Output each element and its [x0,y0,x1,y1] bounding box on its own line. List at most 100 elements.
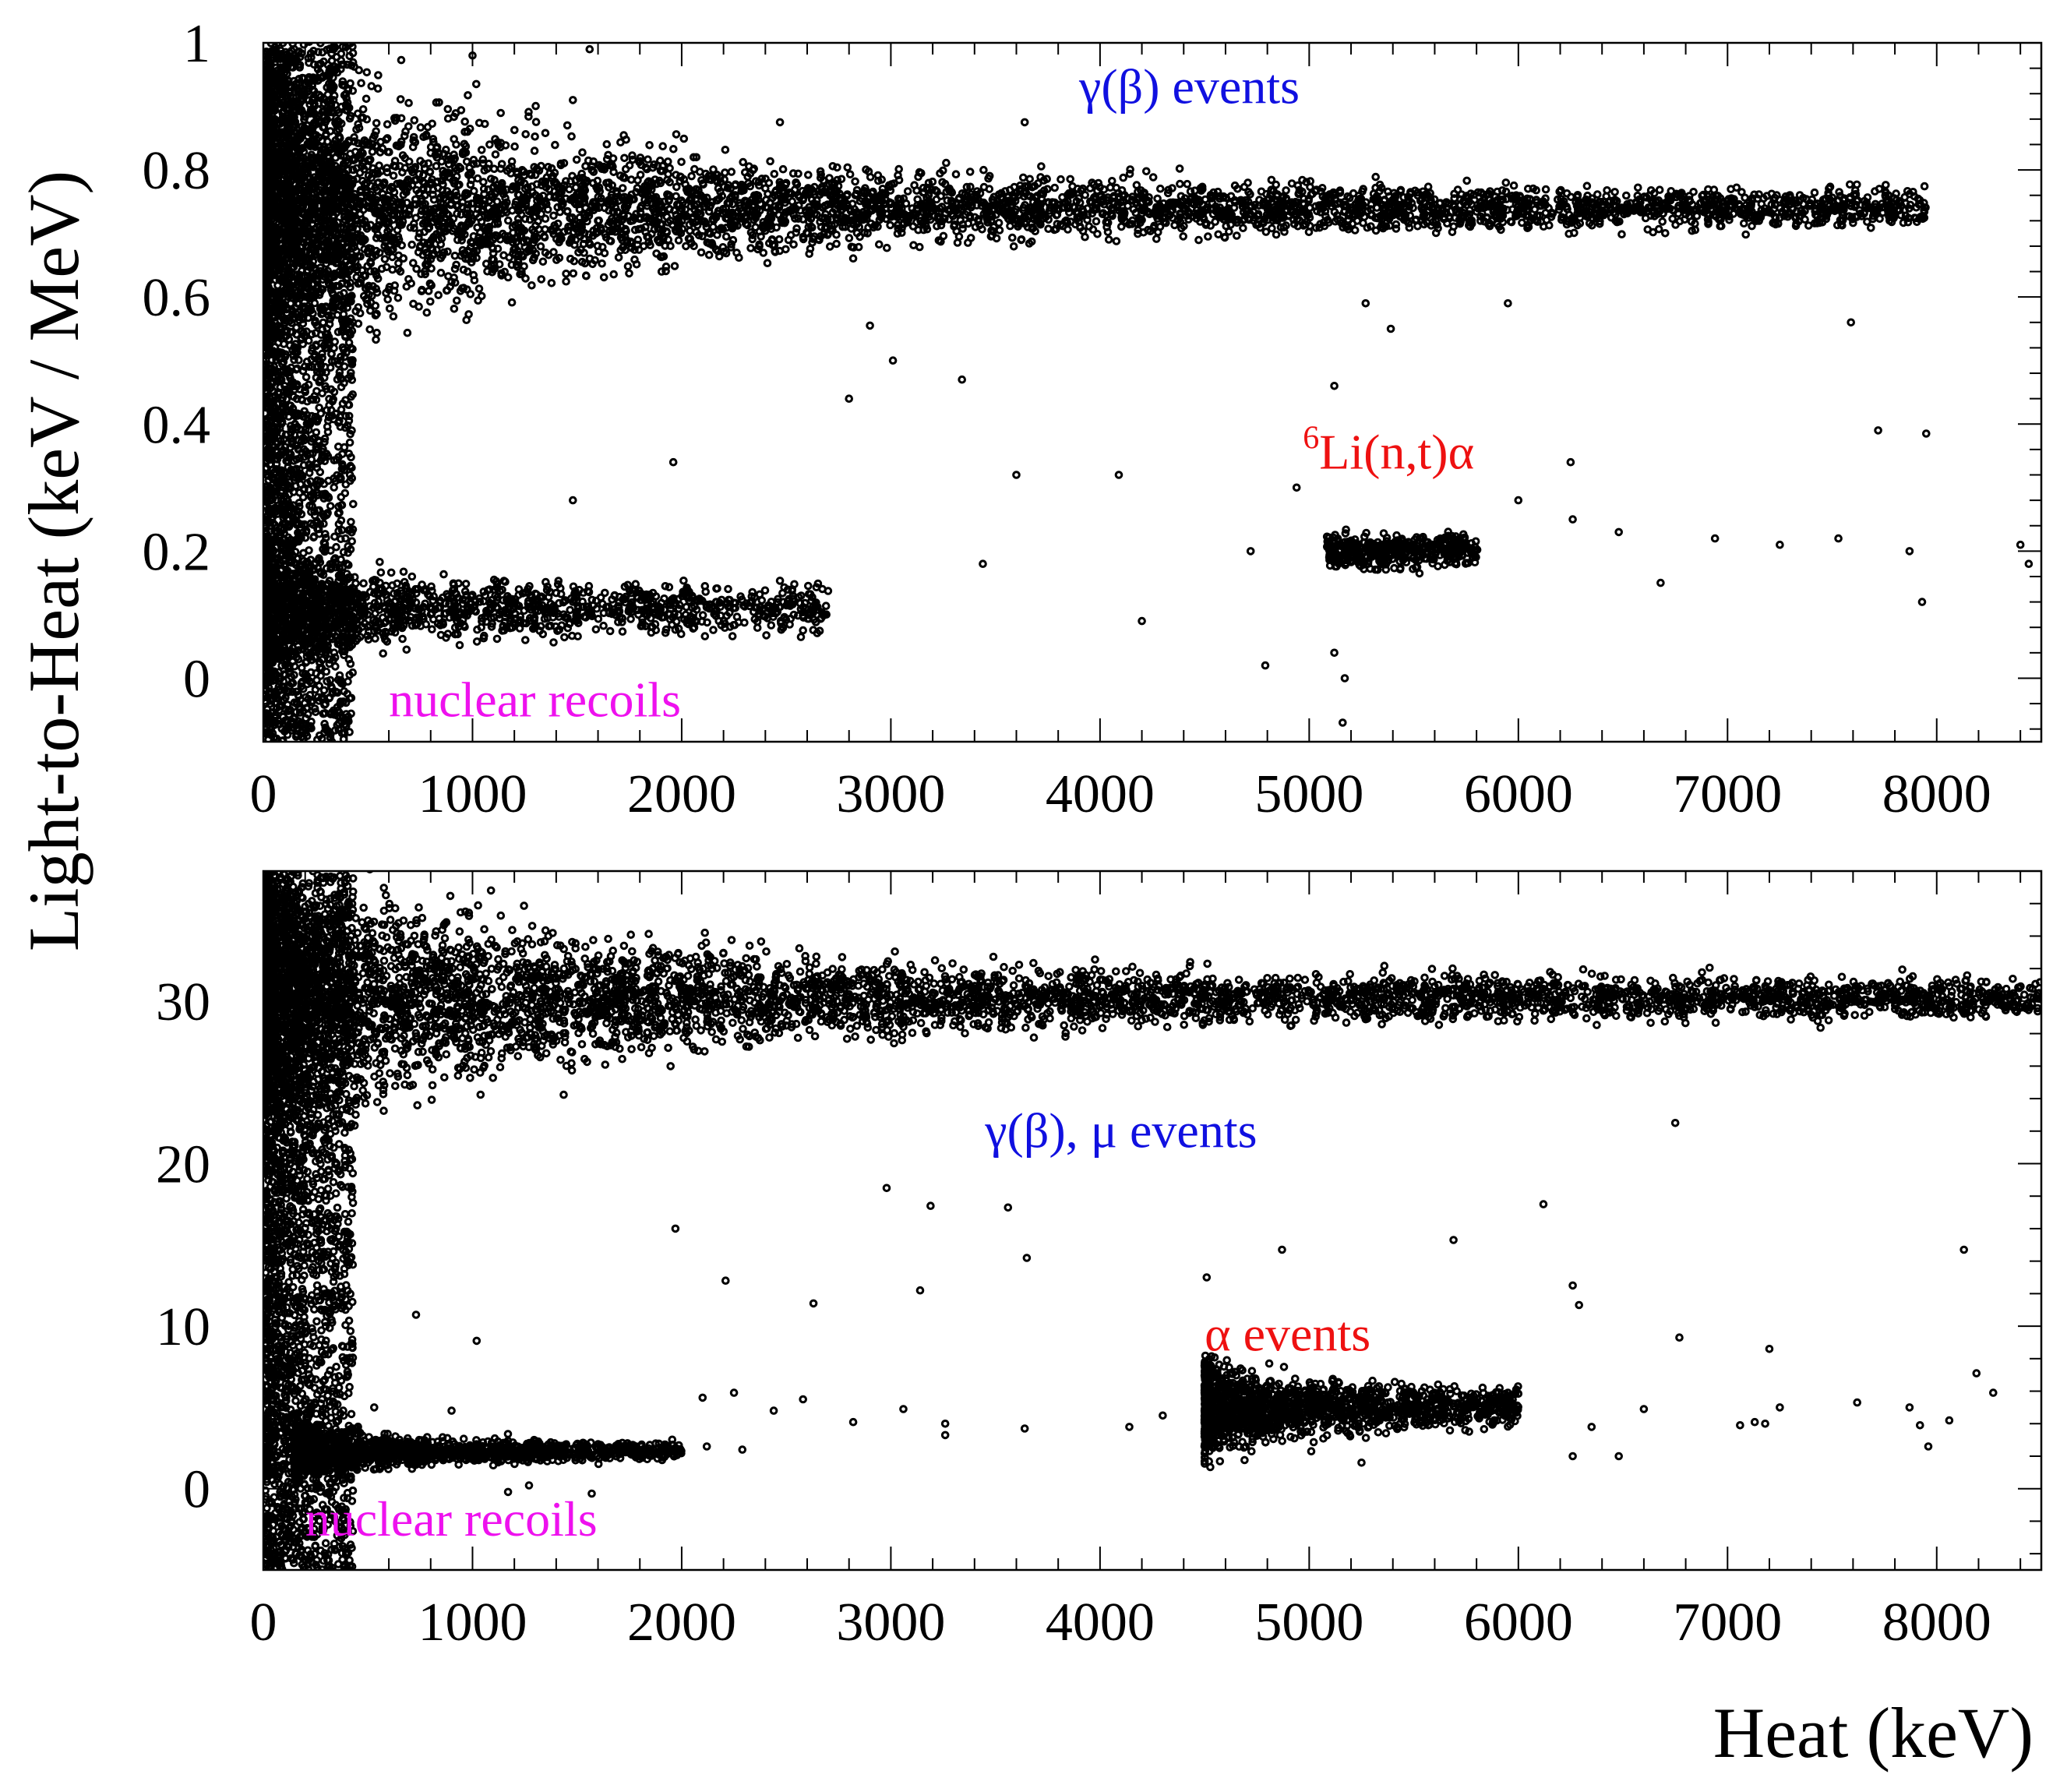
data-point [434,291,443,300]
data-point [1871,187,1879,196]
data-point [1741,193,1749,203]
data-point [409,299,418,309]
data-point [1307,190,1316,199]
data-point [1050,183,1059,192]
data-point [1913,217,1921,227]
data-point [803,229,813,238]
data-point [520,214,530,224]
data-point [826,242,834,251]
data-point [965,168,975,176]
data-point [1142,167,1151,176]
data-point [570,241,579,249]
data-point [1450,189,1459,199]
data-point [1272,230,1281,239]
data-point [1547,208,1556,217]
data-point [562,177,570,185]
data-point [377,264,386,273]
data-point [414,233,423,242]
data-point [1863,193,1872,202]
data-point [474,213,484,222]
data-point [362,68,372,77]
data-point [669,145,678,153]
data-point [628,151,637,160]
data-point [1201,220,1211,229]
data-point [521,130,531,139]
data-point [621,164,630,174]
data-point [424,159,433,168]
data-point [541,214,550,224]
data-point [928,177,937,186]
data-point [470,276,479,285]
data-point [562,194,570,203]
data-point [372,288,382,297]
data-point [1405,223,1414,232]
data-point [602,139,612,149]
data-point [404,98,413,108]
data-point [1349,189,1358,198]
data-point [1121,217,1130,227]
data-point [1112,237,1121,245]
data-point [763,259,772,268]
data-point [1009,242,1018,251]
data-point [979,165,988,175]
data-point [463,267,472,276]
data-point [1541,185,1550,194]
data-point [1006,221,1014,231]
data-point [357,79,365,87]
data-point [1081,232,1089,242]
data-point [721,232,731,241]
data-point [418,251,428,259]
data-point [366,259,376,268]
data-point [1920,182,1929,191]
data-point [538,257,548,266]
data-point [355,65,364,75]
data-point [932,195,941,204]
data-point [1175,164,1184,173]
data-point [372,118,381,128]
data-point [690,164,699,174]
data-point [513,190,523,199]
data-point [914,225,922,235]
data-point [697,248,706,257]
data-point [666,242,675,251]
data-point [1083,216,1092,224]
data-point [842,192,852,200]
data-point [670,262,679,270]
data-point [625,269,633,278]
data-point [632,260,641,269]
data-point [1243,178,1252,187]
data-point [496,108,506,118]
data-point [1066,175,1074,184]
data-point [397,241,407,250]
data-point [412,264,421,273]
data-point [1641,213,1650,223]
data-point [609,270,619,279]
data-point [358,105,368,114]
data-point [910,181,919,189]
data-point [1846,180,1854,189]
data-point [1564,229,1573,238]
data-point [656,178,665,188]
data-point [679,134,689,143]
data-point [672,182,681,192]
data-point [883,243,891,252]
data-point [510,142,519,151]
data-point [424,287,433,295]
data-point [536,242,545,251]
data-point [609,168,618,177]
data-point [563,121,572,130]
data-point [728,235,738,245]
data-point [833,163,841,172]
data-point [675,177,685,185]
data-point [966,234,975,242]
data-point [661,266,670,276]
data-point [1037,162,1046,171]
data-point [569,228,578,237]
data-point [875,240,884,249]
data-point [450,305,459,313]
data-point [845,170,855,179]
data-point [474,284,484,293]
data-point [375,216,384,225]
data-point [466,180,475,189]
data-point [1853,180,1861,189]
